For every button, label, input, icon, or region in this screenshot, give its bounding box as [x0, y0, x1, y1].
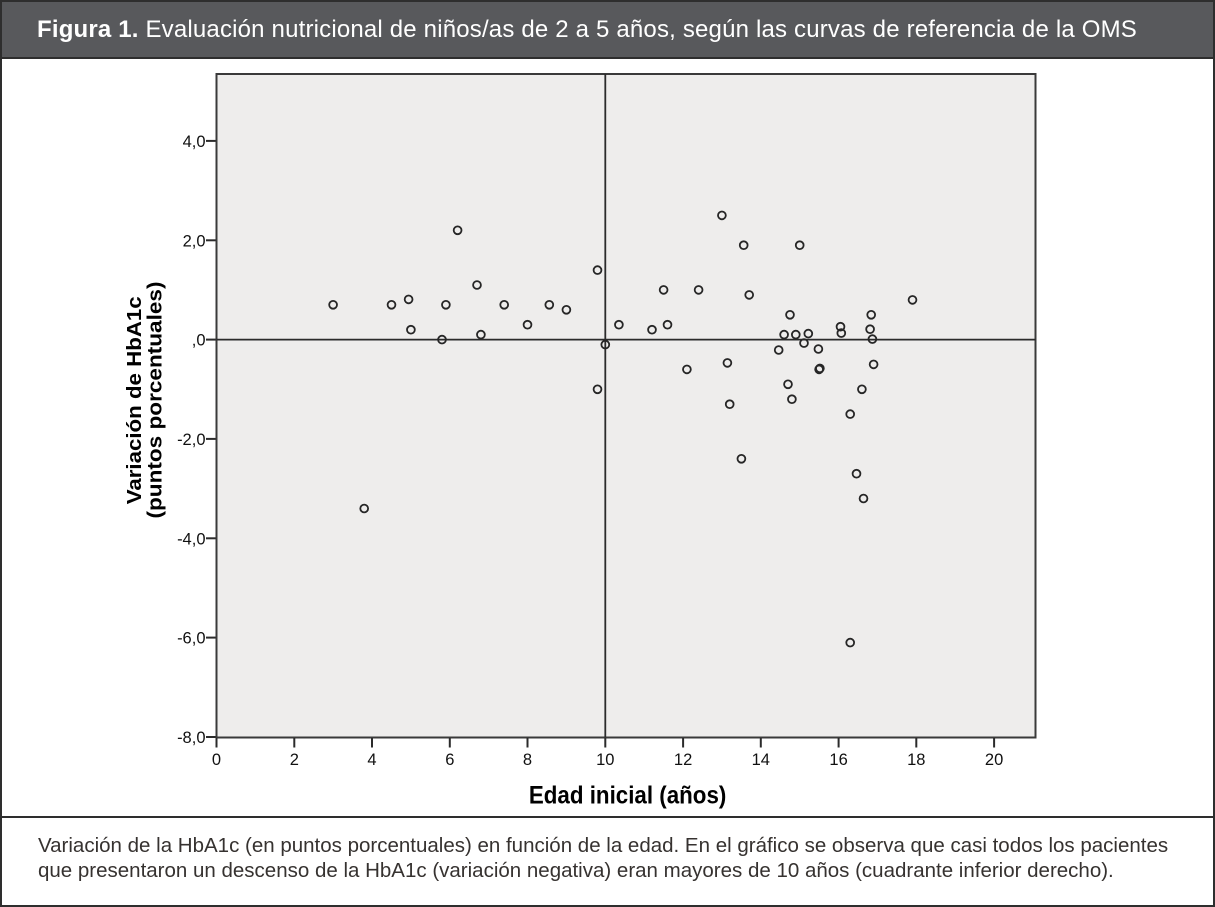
svg-text:2,0: 2,0	[183, 232, 206, 250]
svg-text:0: 0	[212, 751, 221, 769]
svg-text:Edad inicial (años): Edad inicial (años)	[529, 782, 727, 810]
svg-text:4,0: 4,0	[183, 133, 206, 151]
svg-text:14: 14	[752, 751, 770, 769]
svg-text:,0: ,0	[192, 332, 206, 350]
svg-text:Variación de HbA1c: Variación de HbA1c	[123, 296, 146, 504]
svg-text:-2,0: -2,0	[177, 431, 205, 449]
svg-text:4: 4	[367, 751, 376, 769]
svg-text:-8,0: -8,0	[177, 729, 205, 747]
svg-text:18: 18	[907, 751, 925, 769]
svg-text:8: 8	[523, 751, 532, 769]
svg-text:-4,0: -4,0	[177, 530, 205, 548]
svg-text:16: 16	[829, 751, 847, 769]
svg-text:2: 2	[290, 751, 299, 769]
svg-text:10: 10	[596, 751, 614, 769]
svg-text:(puntos porcentuales): (puntos porcentuales)	[144, 282, 167, 519]
svg-text:20: 20	[985, 751, 1003, 769]
svg-text:6: 6	[445, 751, 454, 769]
svg-text:12: 12	[674, 751, 692, 769]
svg-text:-6,0: -6,0	[177, 630, 205, 648]
